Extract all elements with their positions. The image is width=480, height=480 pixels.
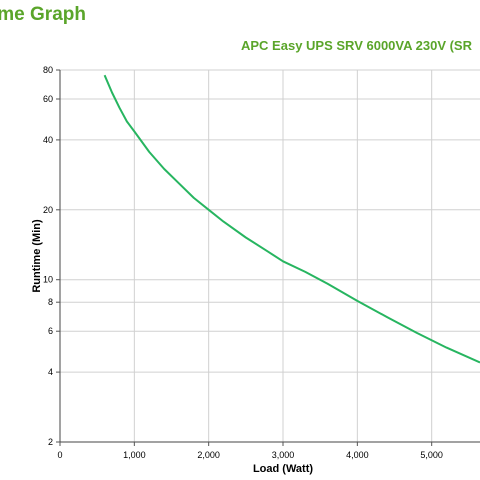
y-tick-label: 60	[43, 94, 53, 104]
x-tick-label: 5,000	[420, 450, 443, 460]
x-tick-label: 3,000	[272, 450, 295, 460]
chart-plot	[103, 74, 480, 364]
chart-ticks: 0 1,000 2,000 3,000 4,000 5,000 2 4 6 8 10 20 40 60 80	[43, 65, 443, 460]
x-axis-label: Load (Watt)	[253, 463, 313, 475]
x-tick-label: 0	[57, 450, 62, 460]
chart-title: APC Easy UPS SRV 6000VA 230V (SR	[241, 38, 472, 53]
y-tick-label: 4	[48, 367, 53, 377]
y-tick-label: 6	[48, 326, 53, 336]
y-tick-label: 40	[43, 135, 53, 145]
chart-grid	[60, 69, 480, 443]
x-tick-label: 2,000	[197, 450, 220, 460]
y-tick-label: 2	[48, 437, 53, 447]
runtime-series-line	[103, 74, 480, 364]
chart-axes	[59, 70, 480, 443]
y-tick-label: 10	[43, 275, 53, 285]
y-tick-label: 20	[43, 205, 53, 215]
page-title: ime Graph	[0, 4, 86, 25]
y-axis-label: Runtime (Min)	[31, 219, 43, 293]
y-tick-label: 80	[43, 65, 53, 75]
x-tick-label: 4,000	[346, 450, 369, 460]
y-tick-label: 8	[48, 297, 53, 307]
x-tick-label: 1,000	[123, 450, 146, 460]
